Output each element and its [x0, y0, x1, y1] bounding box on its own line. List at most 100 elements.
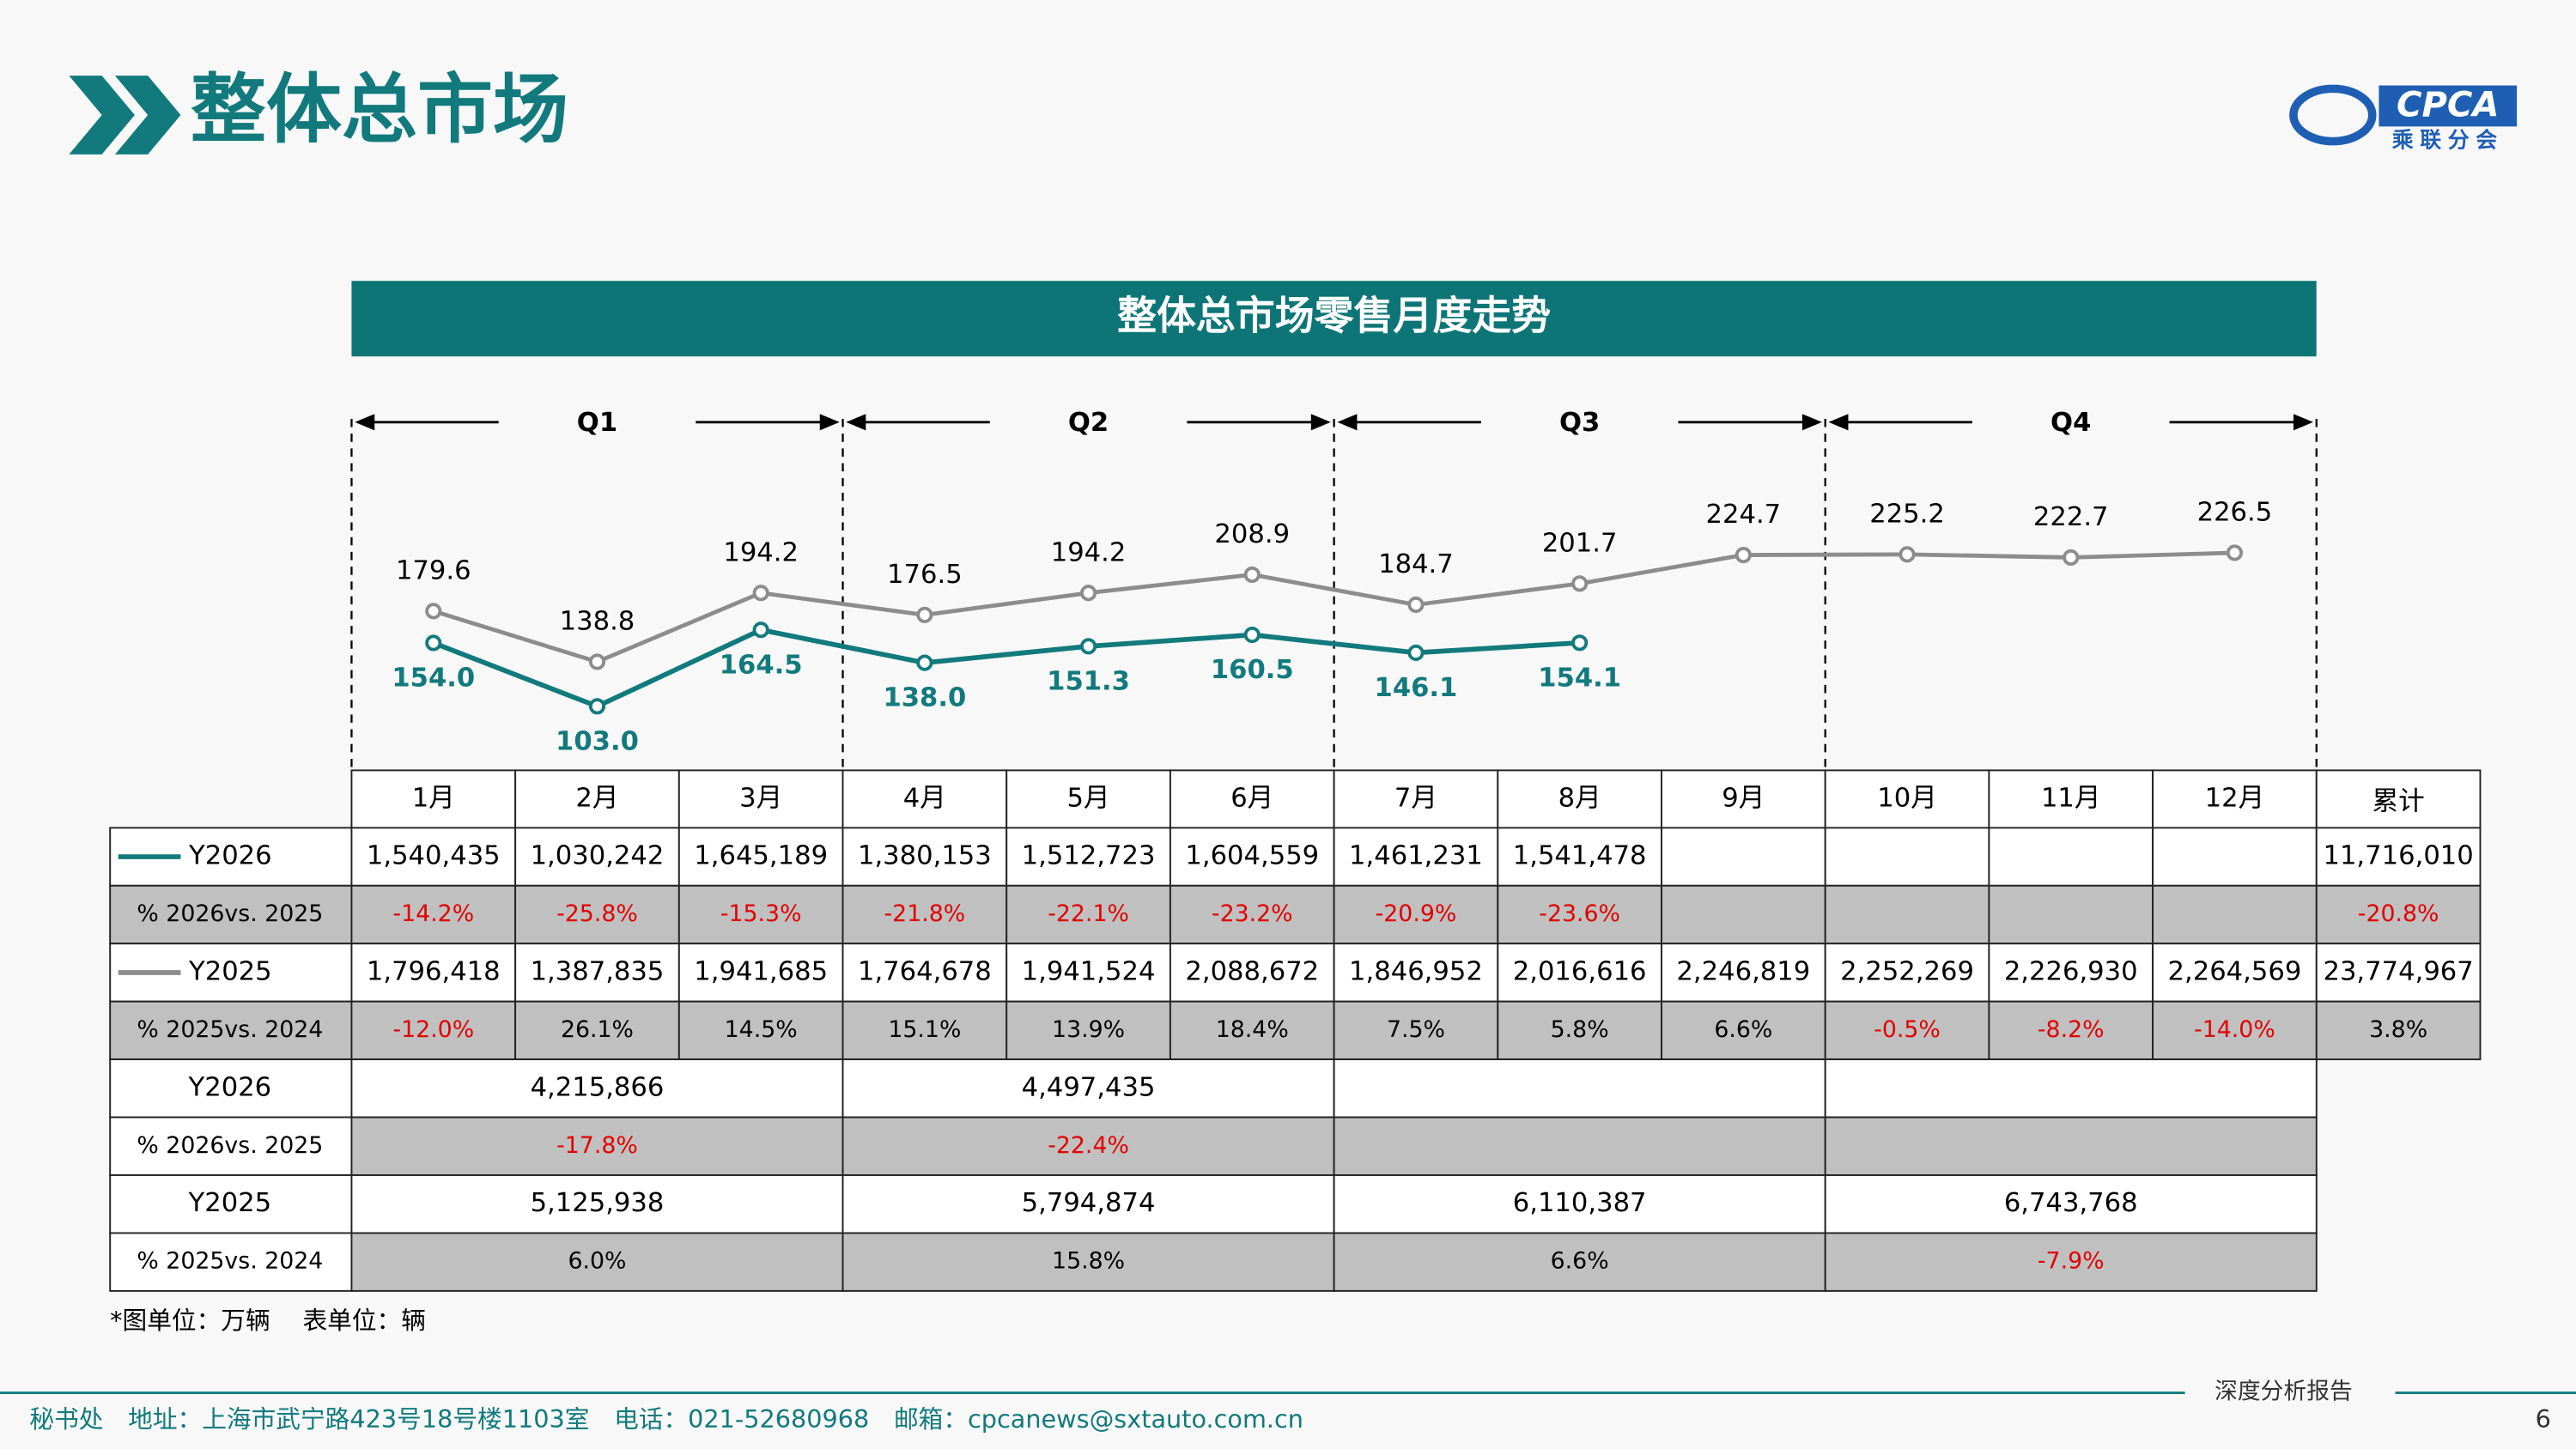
data-label: 184.7	[1378, 549, 1454, 579]
point	[752, 585, 769, 602]
table-cell	[1824, 884, 1990, 945]
table-cell	[2315, 1000, 2482, 1061]
cell-text: 累计	[2372, 786, 2425, 816]
cell-text: 2月	[575, 784, 618, 814]
point	[1407, 644, 1425, 661]
table-cell	[514, 884, 680, 945]
cell-text: -12.0%	[392, 1016, 474, 1043]
quarter-label: Q1	[577, 408, 617, 438]
table-cell	[1005, 1000, 1171, 1061]
point	[1080, 585, 1097, 602]
cell-text: 13.9%	[1052, 1016, 1125, 1043]
cell-text: 5,125,938	[531, 1188, 665, 1218]
table-cell	[2152, 1000, 2318, 1061]
cell-text: 5月	[1067, 784, 1110, 814]
point	[1571, 634, 1589, 652]
table-cell	[109, 1000, 353, 1061]
quarter-label: Q2	[1068, 408, 1109, 438]
cell-text: 2,246,819	[1676, 956, 1810, 986]
cell-text: 1,030,242	[531, 841, 665, 871]
table-cell	[1333, 1058, 1826, 1119]
arrow-head	[2293, 414, 2313, 431]
data-label: 160.5	[1211, 655, 1294, 685]
cell-text: 2,088,672	[1185, 956, 1319, 986]
cell-text: -21.8%	[884, 900, 966, 927]
cell-text: -20.8%	[2358, 900, 2439, 927]
cell-text: 2,252,269	[1840, 956, 1974, 986]
cell-text: -7.9%	[2038, 1248, 2105, 1275]
cell-text: 9月	[1722, 784, 1765, 814]
cell-text: 4月	[903, 784, 946, 814]
data-label: 224.7	[1706, 500, 1782, 530]
table-cell	[1988, 769, 2154, 829]
point	[1243, 626, 1261, 644]
cell-text: 23,774,967	[2323, 956, 2473, 986]
quarter-label: Q4	[2050, 408, 2091, 438]
arrow-head	[1310, 414, 1331, 431]
table-cell	[1661, 884, 1826, 945]
arrow-head	[1828, 414, 1849, 431]
cell-text: % 2025vs. 2024	[137, 1016, 323, 1043]
data-label: 179.6	[396, 555, 471, 585]
cell-text: 1,764,678	[858, 956, 992, 986]
cell-text: 5.8%	[1551, 1016, 1609, 1043]
table-cell	[2315, 943, 2482, 1003]
table-cell	[1824, 1058, 2318, 1119]
cell-text: 7.5%	[1387, 1016, 1445, 1043]
point	[752, 621, 769, 639]
point	[916, 654, 933, 671]
data-label: 151.3	[1047, 666, 1130, 696]
table-cell	[1824, 1000, 1990, 1061]
report-label: 深度分析报告	[2215, 1379, 2353, 1405]
cell-text: 1,941,685	[694, 956, 828, 986]
cell-text: 15.1%	[888, 1016, 961, 1043]
cell-text: 4,215,866	[531, 1072, 665, 1102]
point	[1571, 575, 1589, 592]
table-cell	[1497, 827, 1662, 887]
point	[1243, 566, 1261, 584]
point	[2226, 544, 2243, 561]
point	[1735, 546, 1752, 564]
table-cell	[677, 827, 844, 887]
table-cell	[677, 884, 844, 945]
cell-text: -22.4%	[1048, 1132, 1129, 1159]
cell-text: 4,497,435	[1022, 1072, 1156, 1102]
cell-text: 1,645,189	[694, 841, 828, 871]
cell-text: 1,461,231	[1349, 841, 1483, 871]
table-cell	[350, 1232, 844, 1292]
table-cell	[2315, 769, 2482, 829]
page-number: 6	[2536, 1404, 2551, 1434]
cell-text: 6.6%	[1714, 1016, 1772, 1043]
arrow-head	[846, 414, 866, 431]
table-cell	[350, 769, 517, 829]
cell-text: 1,512,723	[1022, 841, 1156, 871]
table-cell	[514, 769, 680, 829]
table-cell	[1661, 827, 1826, 887]
cell-text: 11月	[2041, 784, 2101, 814]
table-cell	[350, 1174, 844, 1234]
table-cell	[1988, 943, 2154, 1003]
point	[588, 653, 606, 670]
cell-text: -23.2%	[1212, 900, 1293, 927]
table-cell	[1333, 1116, 1826, 1176]
cell-text: 5,794,874	[1022, 1188, 1156, 1218]
cell-text: -22.1%	[1048, 900, 1129, 927]
cell-text: 6.6%	[1551, 1248, 1609, 1275]
cell-text: % 2026vs. 2025	[137, 1132, 323, 1159]
point	[916, 606, 933, 623]
cell-text: 1,380,153	[858, 841, 992, 871]
table-cell	[1333, 943, 1499, 1003]
data-label: 194.2	[723, 537, 799, 567]
point	[425, 603, 442, 620]
table-cell	[2152, 769, 2318, 829]
table-cell	[1333, 1232, 1826, 1292]
point	[1899, 546, 1916, 563]
data-label: 138.8	[560, 607, 635, 637]
table-cell	[1824, 1232, 2318, 1292]
cell-text: 6,110,387	[1513, 1188, 1647, 1218]
cell-text: 2,016,616	[1513, 956, 1647, 986]
logo-text: CPCA	[2397, 85, 2499, 124]
table-cell	[841, 943, 1008, 1003]
cell-text: 3月	[739, 784, 782, 814]
